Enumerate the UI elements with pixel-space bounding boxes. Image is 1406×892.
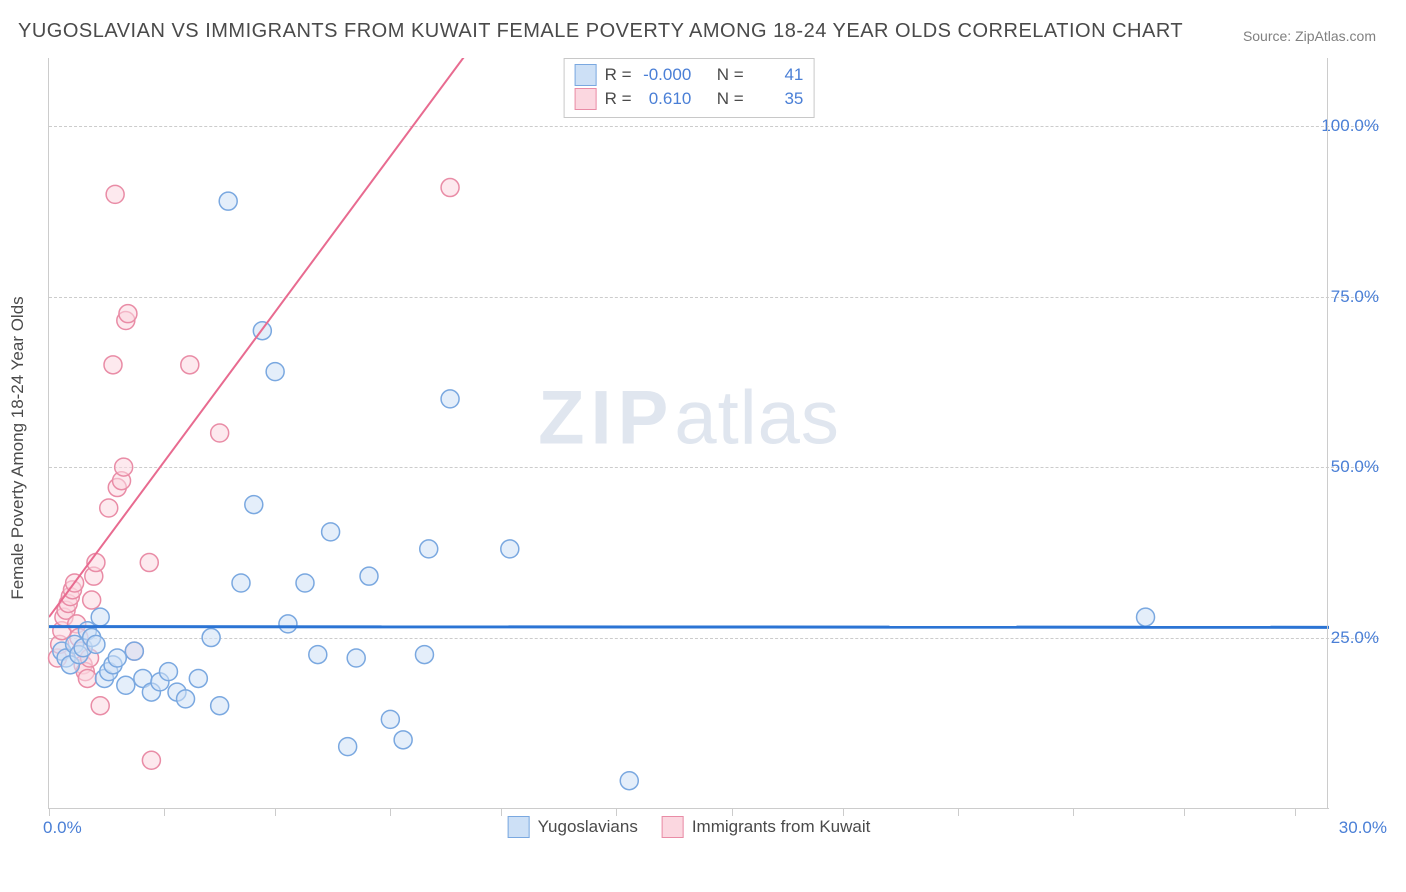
data-point xyxy=(181,356,199,374)
data-point xyxy=(394,731,412,749)
legend-series: Yugoslavians Immigrants from Kuwait xyxy=(508,816,871,838)
source-label: Source: ZipAtlas.com xyxy=(1243,28,1376,44)
n-label: N = xyxy=(717,89,744,108)
legend-row-yugoslavians: R = -0.000 N = 41 xyxy=(575,63,804,87)
data-point xyxy=(106,185,124,203)
data-point xyxy=(211,424,229,442)
data-point xyxy=(119,305,137,323)
n-value-0: 41 xyxy=(748,63,803,87)
data-point xyxy=(420,540,438,558)
x-tick xyxy=(616,808,617,816)
x-tick xyxy=(1184,808,1185,816)
r-value-1: 0.610 xyxy=(636,87,691,111)
data-point xyxy=(104,356,122,374)
data-point xyxy=(266,363,284,381)
data-point xyxy=(87,635,105,653)
data-point xyxy=(100,499,118,517)
data-point xyxy=(117,676,135,694)
data-point xyxy=(296,574,314,592)
data-point xyxy=(339,738,357,756)
data-point xyxy=(83,591,101,609)
data-point xyxy=(108,649,126,667)
x-label-right: 30.0% xyxy=(1339,818,1387,838)
r-value-0: -0.000 xyxy=(636,63,691,87)
data-point xyxy=(245,496,263,514)
legend-correlation: R = -0.000 N = 41 R = 0.610 N = 35 xyxy=(564,58,815,118)
scatter-svg xyxy=(49,58,1389,808)
data-point xyxy=(142,751,160,769)
x-tick xyxy=(390,808,391,816)
y-axis-label: Female Poverty Among 18-24 Year Olds xyxy=(8,296,28,599)
data-point xyxy=(159,663,177,681)
data-point xyxy=(620,772,638,790)
data-point xyxy=(279,615,297,633)
x-label-left: 0.0% xyxy=(43,818,82,838)
legend-item-yugoslavians: Yugoslavians xyxy=(508,816,638,838)
x-tick xyxy=(49,808,50,816)
data-point xyxy=(441,179,459,197)
trend-line xyxy=(49,627,1329,628)
data-point xyxy=(91,608,109,626)
n-value-1: 35 xyxy=(748,87,803,111)
x-tick xyxy=(1295,808,1296,816)
trend-line xyxy=(49,24,488,617)
plot-wrap: Female Poverty Among 18-24 Year Olds 25.… xyxy=(48,58,1378,838)
swatch-yugoslavians xyxy=(575,64,597,86)
plot-area: 25.0%50.0%75.0%100.0% ZIPatlas R = -0.00… xyxy=(48,58,1329,809)
data-point xyxy=(91,697,109,715)
data-point xyxy=(381,710,399,728)
legend-row-kuwait: R = 0.610 N = 35 xyxy=(575,87,804,111)
data-point xyxy=(125,642,143,660)
data-point xyxy=(322,523,340,541)
swatch-yugoslavians-b xyxy=(508,816,530,838)
x-tick xyxy=(732,808,733,816)
data-point xyxy=(309,646,327,664)
data-point xyxy=(115,458,133,476)
data-point xyxy=(219,192,237,210)
r-label: R = xyxy=(605,89,632,108)
series-label-0: Yugoslavians xyxy=(538,817,638,837)
n-label: N = xyxy=(717,65,744,84)
data-point xyxy=(189,669,207,687)
data-point xyxy=(140,554,158,572)
data-point xyxy=(202,629,220,647)
x-tick xyxy=(843,808,844,816)
r-label: R = xyxy=(605,65,632,84)
data-point xyxy=(177,690,195,708)
right-border xyxy=(1327,58,1328,808)
x-tick xyxy=(958,808,959,816)
x-tick xyxy=(501,808,502,816)
swatch-kuwait xyxy=(575,88,597,110)
data-point xyxy=(78,669,96,687)
data-point xyxy=(1137,608,1155,626)
legend-item-kuwait: Immigrants from Kuwait xyxy=(662,816,871,838)
data-point xyxy=(501,540,519,558)
data-point xyxy=(415,646,433,664)
data-point xyxy=(441,390,459,408)
data-point xyxy=(232,574,250,592)
swatch-kuwait-b xyxy=(662,816,684,838)
data-point xyxy=(360,567,378,585)
x-tick xyxy=(164,808,165,816)
data-point xyxy=(347,649,365,667)
x-tick xyxy=(275,808,276,816)
x-tick xyxy=(1073,808,1074,816)
series-label-1: Immigrants from Kuwait xyxy=(692,817,871,837)
data-point xyxy=(211,697,229,715)
chart-title: YUGOSLAVIAN VS IMMIGRANTS FROM KUWAIT FE… xyxy=(18,20,1183,43)
